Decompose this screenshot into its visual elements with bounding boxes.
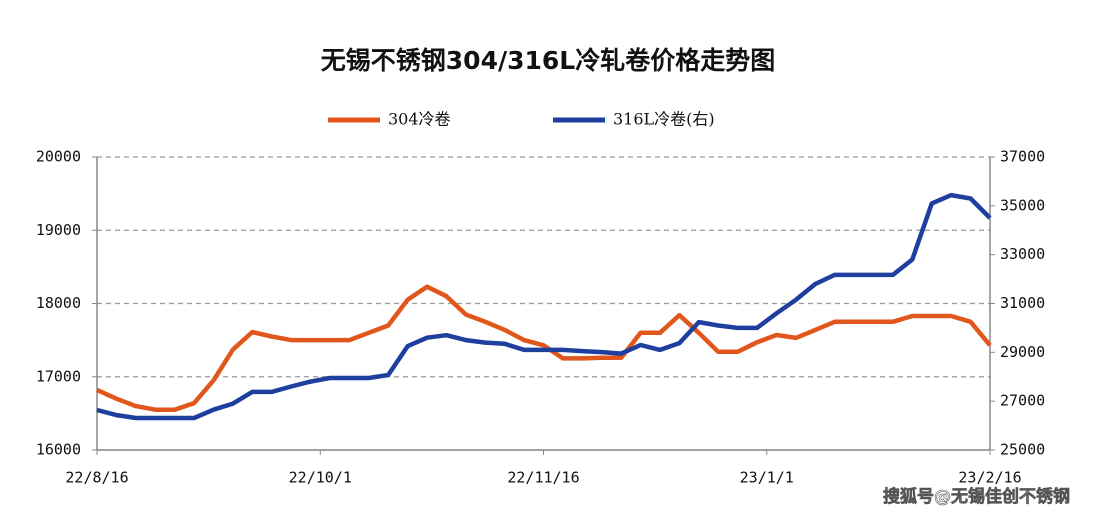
series-line [96, 192, 992, 421]
y-tick-label: 17000 [36, 367, 81, 385]
x-tick-label: 23/1/1 [740, 469, 794, 487]
series-line [96, 284, 992, 412]
x-tick-label: 22/10/1 [289, 469, 352, 487]
watermark: 搜狐号@无锡佳创不锈钢 [883, 486, 1070, 507]
y2-tick-label: 31000 [1000, 294, 1045, 312]
x-tick-label: 23/2/16 [958, 469, 1021, 487]
y2-tick-label: 33000 [1000, 245, 1045, 263]
legend-label: 304冷卷 [388, 110, 451, 129]
y-tick-label: 16000 [36, 441, 81, 459]
x-tick-label: 22/11/16 [507, 469, 579, 487]
y2-tick-label: 25000 [1000, 441, 1045, 459]
y2-tick-label: 35000 [1000, 196, 1045, 214]
y-tick-label: 18000 [36, 294, 81, 312]
y2-tick-label: 27000 [1000, 392, 1045, 410]
y2-tick-label: 37000 [1000, 148, 1045, 166]
x-tick-label: 22/8/16 [65, 469, 128, 487]
chart-title: 无锡不锈钢304/316L冷轧卷价格走势图 [321, 46, 775, 75]
y-tick-label: 19000 [36, 221, 81, 239]
legend-label: 316L冷卷(右) [613, 110, 715, 129]
y-tick-label: 20000 [36, 148, 81, 166]
y2-tick-label: 29000 [1000, 343, 1045, 361]
